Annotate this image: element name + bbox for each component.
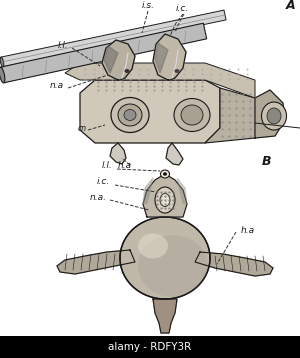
Polygon shape [143, 178, 153, 204]
Ellipse shape [0, 57, 4, 67]
Ellipse shape [0, 67, 5, 83]
Ellipse shape [174, 98, 210, 131]
Bar [0, 336, 300, 358]
Polygon shape [1, 10, 226, 67]
Polygon shape [153, 299, 177, 333]
Ellipse shape [163, 172, 167, 176]
Polygon shape [65, 63, 255, 98]
Text: i.c.: i.c. [96, 177, 110, 186]
Polygon shape [255, 90, 285, 138]
Ellipse shape [118, 104, 142, 126]
Ellipse shape [267, 108, 281, 124]
Polygon shape [153, 34, 186, 80]
Polygon shape [155, 43, 168, 73]
Polygon shape [102, 40, 135, 80]
Text: l.l.: l.l. [102, 161, 112, 170]
Text: alamy - RDFY3R: alamy - RDFY3R [108, 342, 192, 352]
Polygon shape [205, 88, 255, 143]
Text: h.a: h.a [241, 226, 255, 235]
Text: i.s.: i.s. [142, 1, 154, 10]
Text: B: B [262, 155, 272, 168]
Polygon shape [57, 250, 135, 274]
Ellipse shape [160, 194, 170, 207]
Ellipse shape [124, 69, 130, 73]
Text: h.a: h.a [118, 161, 132, 170]
Text: A: A [286, 0, 296, 12]
Ellipse shape [138, 233, 168, 258]
Polygon shape [104, 46, 118, 73]
Polygon shape [195, 252, 273, 276]
Polygon shape [0, 23, 207, 83]
Polygon shape [177, 178, 187, 204]
Polygon shape [110, 143, 126, 164]
Text: i.c.: i.c. [176, 4, 189, 13]
Polygon shape [80, 80, 220, 143]
Text: n.a.: n.a. [89, 193, 106, 202]
Ellipse shape [155, 187, 175, 213]
Ellipse shape [175, 69, 179, 73]
Text: n.a: n.a [50, 81, 64, 90]
Ellipse shape [262, 102, 286, 130]
Text: l.l.: l.l. [58, 41, 68, 50]
Ellipse shape [160, 170, 169, 178]
Ellipse shape [138, 235, 208, 297]
Ellipse shape [181, 105, 203, 125]
Polygon shape [143, 174, 187, 217]
Ellipse shape [120, 217, 210, 299]
Polygon shape [166, 143, 183, 165]
Text: cn: cn [77, 124, 87, 133]
Ellipse shape [124, 110, 136, 121]
Ellipse shape [111, 97, 149, 132]
